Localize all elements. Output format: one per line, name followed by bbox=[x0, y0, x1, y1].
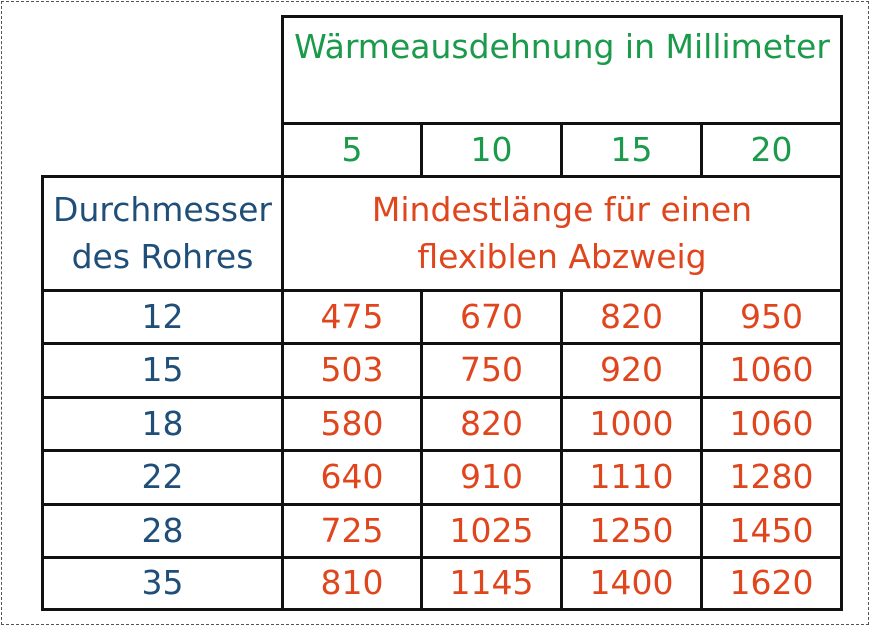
column-divider bbox=[560, 122, 563, 178]
value-cell: 670 bbox=[460, 296, 523, 336]
diameter-cell: 15 bbox=[141, 350, 184, 390]
value-cell: 1450 bbox=[729, 510, 814, 550]
value-cell: 475 bbox=[320, 296, 384, 336]
value-cell: 920 bbox=[600, 350, 663, 390]
value-cell: 1060 bbox=[729, 350, 814, 390]
value-cell: 1400 bbox=[589, 563, 674, 603]
value-cell: 1145 bbox=[449, 563, 534, 603]
column-divider bbox=[700, 122, 703, 178]
row-divider bbox=[41, 396, 843, 399]
value-cell: 725 bbox=[320, 510, 384, 550]
header-divider bbox=[41, 289, 843, 292]
row-divider bbox=[41, 342, 843, 345]
column-header: 20 bbox=[750, 129, 793, 169]
row-divider bbox=[41, 556, 843, 559]
value-cell: 1000 bbox=[589, 403, 674, 443]
diameter-cell: 22 bbox=[141, 457, 184, 497]
value-cell: 640 bbox=[320, 457, 384, 497]
row-header-label: Durchmesser des Rohres bbox=[44, 178, 281, 289]
value-cell: 1025 bbox=[449, 510, 534, 550]
column-divider bbox=[281, 175, 284, 611]
subheader-line2: flexiblen Abzweig bbox=[417, 236, 707, 276]
table-title: Wärmeausdehnung in Millimeter bbox=[294, 26, 830, 66]
value-cell: 1110 bbox=[589, 457, 674, 497]
row-divider bbox=[41, 503, 843, 506]
value-cell: 750 bbox=[460, 350, 523, 390]
column-header: 10 bbox=[470, 129, 513, 169]
value-cell: 910 bbox=[460, 457, 523, 497]
column-header: 15 bbox=[610, 129, 653, 169]
diameter-cell: 18 bbox=[141, 403, 184, 443]
column-divider bbox=[420, 289, 423, 611]
diameter-cell: 28 bbox=[141, 510, 184, 550]
column-divider bbox=[560, 289, 563, 611]
value-cell: 580 bbox=[320, 403, 384, 443]
column-divider bbox=[420, 122, 423, 178]
subheader-line1: Mindestlänge für einen bbox=[371, 189, 753, 229]
row-header-line1: Durchmesser bbox=[53, 189, 272, 229]
value-cell: 1280 bbox=[729, 457, 814, 497]
main-table-box bbox=[41, 175, 843, 611]
column-divider bbox=[700, 289, 703, 611]
value-cell: 820 bbox=[600, 296, 663, 336]
row-divider bbox=[41, 449, 843, 452]
value-cell: 950 bbox=[740, 296, 803, 336]
column-header: 5 bbox=[341, 129, 363, 169]
row-header-line2: des Rohres bbox=[71, 236, 254, 276]
subheader-label: Mindestlänge für einen flexiblen Abzweig bbox=[284, 178, 840, 289]
diameter-cell: 12 bbox=[141, 296, 184, 336]
diameter-cell: 35 bbox=[141, 563, 184, 603]
value-cell: 820 bbox=[460, 403, 523, 443]
value-cell: 810 bbox=[320, 563, 384, 603]
value-cell: 1250 bbox=[589, 510, 674, 550]
value-cell: 1620 bbox=[729, 563, 814, 603]
value-cell: 503 bbox=[320, 350, 384, 390]
value-cell: 1060 bbox=[729, 403, 814, 443]
